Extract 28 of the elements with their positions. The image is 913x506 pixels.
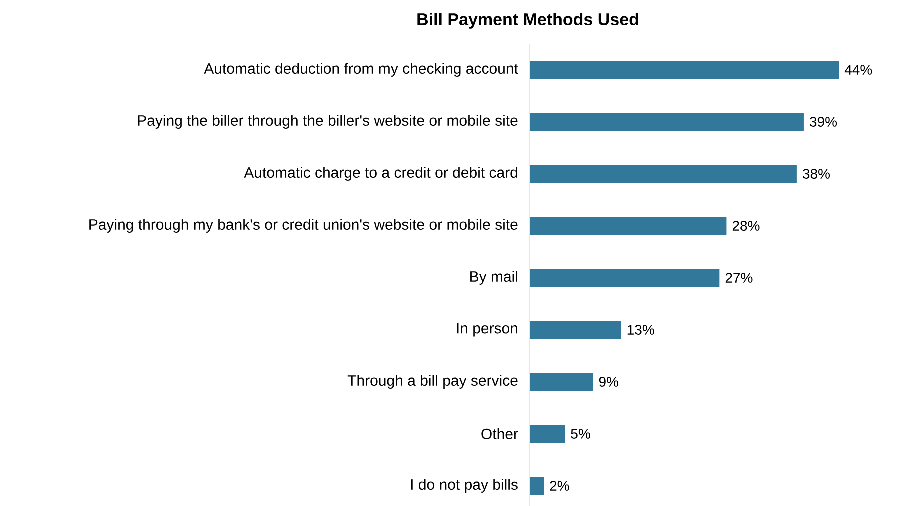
bar [530,165,797,184]
bar [530,425,566,444]
data-label: 44% [844,65,872,75]
bar [530,321,622,340]
y-tick-label: Automatic charge to a credit or debit card [244,167,518,181]
data-label: 5% [571,429,590,439]
bar [530,61,840,80]
data-label: 39% [810,117,838,127]
data-label: 28% [732,221,760,231]
data-label: 2% [550,481,570,491]
data-label: 38% [802,169,830,179]
y-tick-label: Other [482,428,518,440]
bar [530,217,727,236]
bar [530,113,804,132]
bar [530,477,544,496]
y-tick-label: Paying the biller through the biller's website or mobile site [138,115,518,129]
y-tick-label: Paying through my bank's or credit union's website or mobile site [90,219,518,233]
data-label: 9% [599,377,618,387]
y-tick-label: I do not pay bills [411,479,518,493]
bar [530,269,720,288]
y-tick-label: Through a bill pay service [348,375,518,389]
bar [530,373,594,392]
data-label: 27% [726,273,753,283]
chart-title: Bill Payment Methods Used [418,13,638,29]
y-tick-label: By mail [470,271,518,285]
data-label: 13% [628,325,654,335]
y-tick-label: In person [457,323,518,337]
y-tick-label: Automatic deduction from my checking account [204,63,518,77]
